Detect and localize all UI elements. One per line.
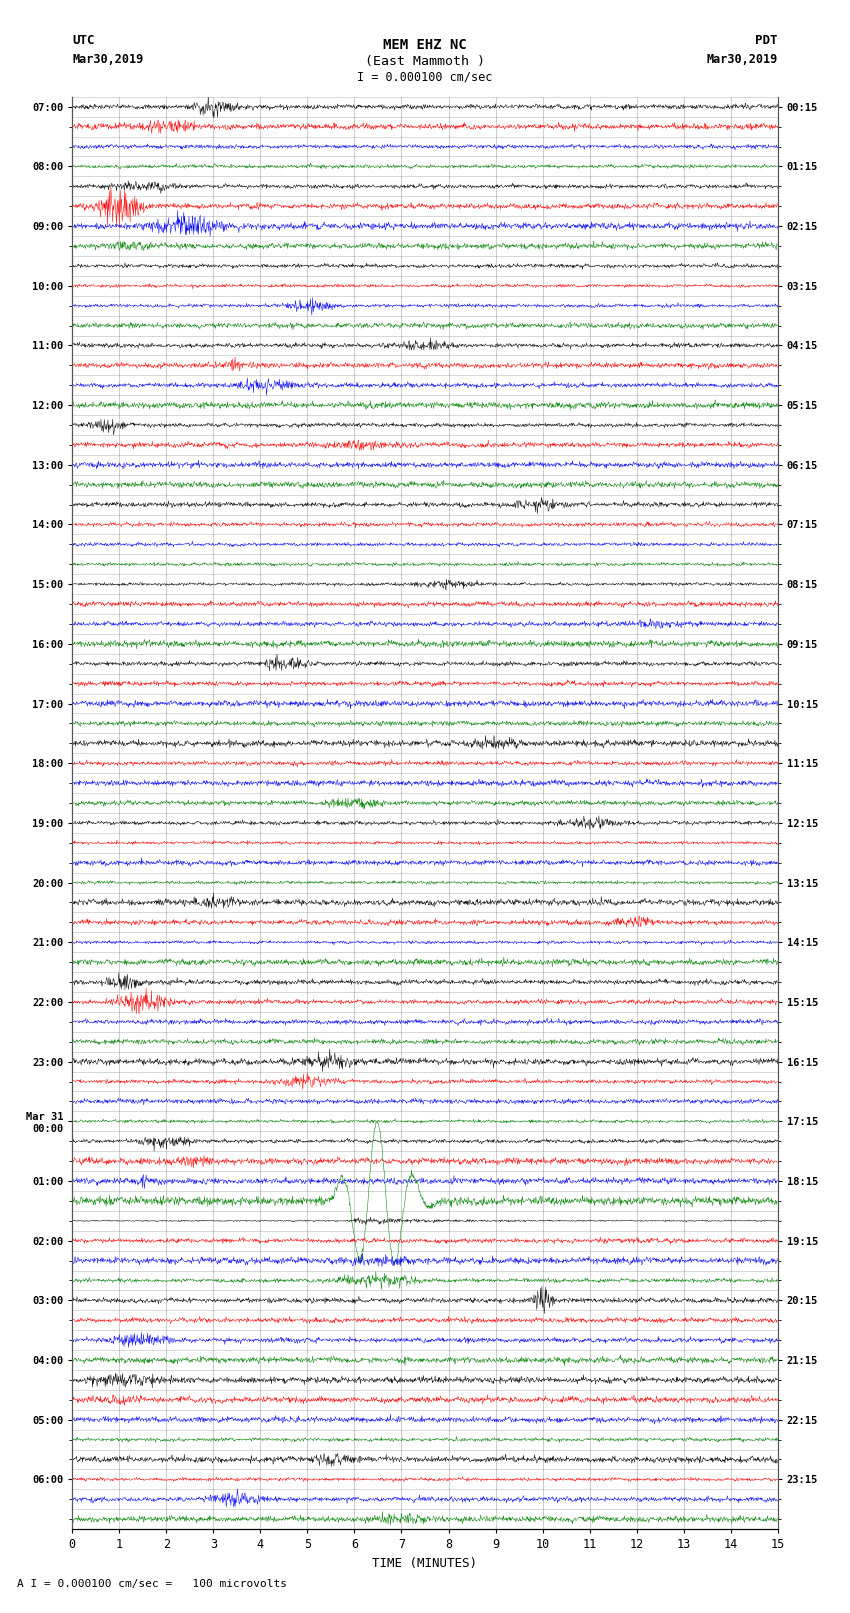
Text: MEM EHZ NC: MEM EHZ NC — [383, 39, 467, 52]
Text: Mar30,2019: Mar30,2019 — [706, 53, 778, 66]
Text: I = 0.000100 cm/sec: I = 0.000100 cm/sec — [357, 71, 493, 84]
Text: A I = 0.000100 cm/sec =   100 microvolts: A I = 0.000100 cm/sec = 100 microvolts — [17, 1579, 287, 1589]
Text: (East Mammoth ): (East Mammoth ) — [365, 55, 485, 68]
Text: UTC: UTC — [72, 34, 94, 47]
X-axis label: TIME (MINUTES): TIME (MINUTES) — [372, 1557, 478, 1569]
Text: Mar30,2019: Mar30,2019 — [72, 53, 144, 66]
Text: PDT: PDT — [756, 34, 778, 47]
